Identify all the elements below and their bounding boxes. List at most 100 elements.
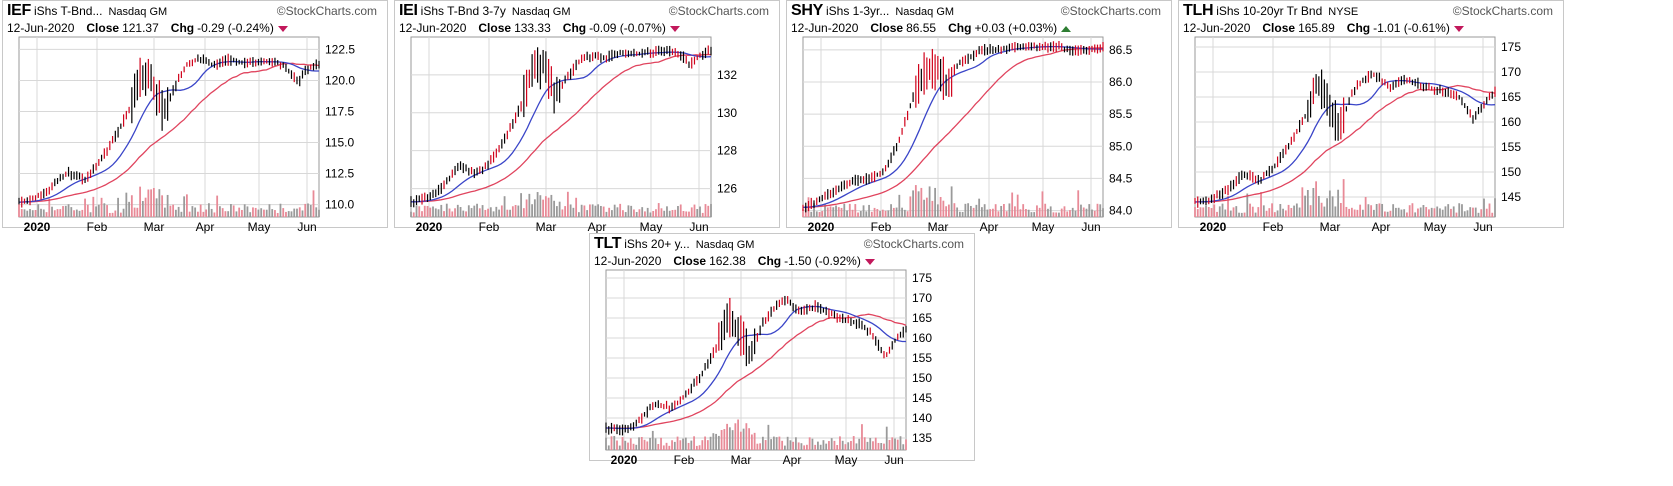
- volume-bar: [989, 209, 992, 217]
- volume-bar: [644, 211, 646, 217]
- volume-bar: [1287, 204, 1290, 217]
- volume-bar: [1049, 206, 1052, 217]
- volume-bar: [547, 197, 550, 217]
- volume-bar: [1088, 204, 1091, 217]
- volume-bar: [863, 437, 866, 450]
- volume-bar: [522, 208, 525, 217]
- volume-bar: [742, 428, 745, 450]
- volume-bar: [775, 437, 778, 450]
- volume-bar: [1339, 203, 1342, 217]
- volume-bar: [673, 441, 676, 450]
- volume-bar: [830, 438, 833, 450]
- volume-bar: [832, 207, 835, 217]
- change-label: Chg: [757, 254, 782, 268]
- volume-bar: [770, 439, 773, 450]
- volume-bar: [421, 211, 423, 217]
- volume-bar: [693, 204, 696, 217]
- volume-bar: [1386, 211, 1389, 217]
- volume-bar: [470, 208, 473, 217]
- volume-bar: [1260, 192, 1262, 217]
- y-tick-label: 165: [912, 311, 932, 325]
- volume-bar: [1417, 208, 1419, 217]
- volume-bar: [939, 196, 942, 217]
- volume-bar: [761, 436, 764, 450]
- volume-bar: [660, 208, 663, 217]
- volume-bar: [833, 440, 836, 450]
- volume-bar: [141, 201, 144, 217]
- volume-bar: [1060, 208, 1063, 217]
- volume-bar: [1345, 206, 1348, 217]
- volume-bar: [462, 210, 465, 217]
- volume-bar: [737, 419, 740, 450]
- volume-bar: [279, 203, 282, 217]
- volume-bar: [865, 211, 868, 217]
- ma-long-line: [411, 53, 712, 203]
- x-tick-label: May: [640, 220, 663, 234]
- y-tick-label: 135: [912, 431, 932, 445]
- volume-bar: [276, 212, 279, 217]
- volume-bar: [1022, 204, 1025, 217]
- volume-bar: [621, 437, 624, 450]
- volume-bar: [646, 441, 649, 450]
- volume-bar: [1271, 203, 1273, 217]
- volume-bar: [786, 436, 789, 450]
- volume-bar: [859, 211, 862, 217]
- volume-bar: [704, 436, 706, 450]
- volume-bar: [920, 187, 923, 217]
- x-tick-label: Feb: [87, 220, 108, 234]
- x-tick-label: 2020: [24, 220, 51, 234]
- x-tick-label: Mar: [1320, 220, 1341, 234]
- volume-bar: [1025, 209, 1027, 217]
- y-tick-label: 86.0: [1109, 75, 1133, 89]
- volume-bar: [517, 205, 520, 217]
- change-value: -0.29 (-0.24%): [197, 21, 274, 35]
- volume-bar: [558, 201, 561, 217]
- volume-bar: [152, 188, 155, 217]
- volume-bar: [106, 205, 108, 217]
- volume-bar: [1246, 193, 1249, 217]
- volume-bar: [1414, 212, 1417, 217]
- volume-bar: [646, 207, 649, 217]
- volume-bar: [854, 204, 857, 217]
- volume-bar: [111, 212, 114, 217]
- volume-bar: [772, 436, 775, 450]
- x-tick-label: Jun: [884, 453, 903, 467]
- volume-bar: [1309, 205, 1312, 217]
- volume-bar: [695, 445, 698, 450]
- volume-bar: [238, 207, 241, 217]
- ticker-symbol: IEI: [399, 2, 418, 19]
- volume-bar: [640, 436, 643, 450]
- volume-bar: [31, 210, 34, 217]
- volume-bar: [1000, 205, 1003, 217]
- volume-bar: [199, 204, 202, 217]
- volume-bar: [877, 442, 880, 450]
- volume-bar: [1218, 206, 1221, 217]
- volume-bar: [183, 196, 186, 217]
- volume-bar: [1091, 209, 1093, 217]
- x-tick-label: May: [248, 220, 271, 234]
- volume-bar: [528, 193, 531, 217]
- price-chart: 2020 Feb Mar Apr May Jun 126 128 130 132: [410, 36, 737, 234]
- volume-bar: [880, 443, 883, 450]
- volume-bar: [835, 205, 837, 217]
- volume-bar: [434, 208, 437, 217]
- volume-bar: [764, 440, 767, 450]
- volume-bar: [633, 209, 635, 217]
- volume-bar: [155, 198, 158, 217]
- volume-bar: [607, 445, 610, 450]
- volume-bar: [1384, 211, 1386, 217]
- security-name: iShs 20+ y...: [624, 237, 690, 251]
- volume-bar: [1372, 209, 1375, 217]
- volume-bar: [1096, 203, 1099, 217]
- close-label: Close: [86, 21, 120, 35]
- volume-bar: [1205, 205, 1207, 217]
- volume-bar: [290, 211, 293, 217]
- volume-bar: [158, 189, 161, 217]
- volume-bar: [795, 437, 797, 450]
- volume-bar: [23, 209, 26, 217]
- close-value: 165.89: [1298, 21, 1335, 35]
- volume-bar: [844, 444, 847, 450]
- volume-bar: [583, 205, 586, 217]
- volume-bar: [674, 209, 677, 217]
- volume-bar: [610, 436, 613, 450]
